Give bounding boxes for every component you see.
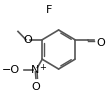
Text: O: O: [24, 35, 32, 45]
Text: O: O: [31, 82, 40, 92]
Text: N: N: [31, 65, 40, 75]
Text: +: +: [39, 63, 46, 72]
Text: −O: −O: [2, 65, 20, 75]
Text: F: F: [46, 5, 52, 15]
Text: O: O: [96, 38, 105, 48]
